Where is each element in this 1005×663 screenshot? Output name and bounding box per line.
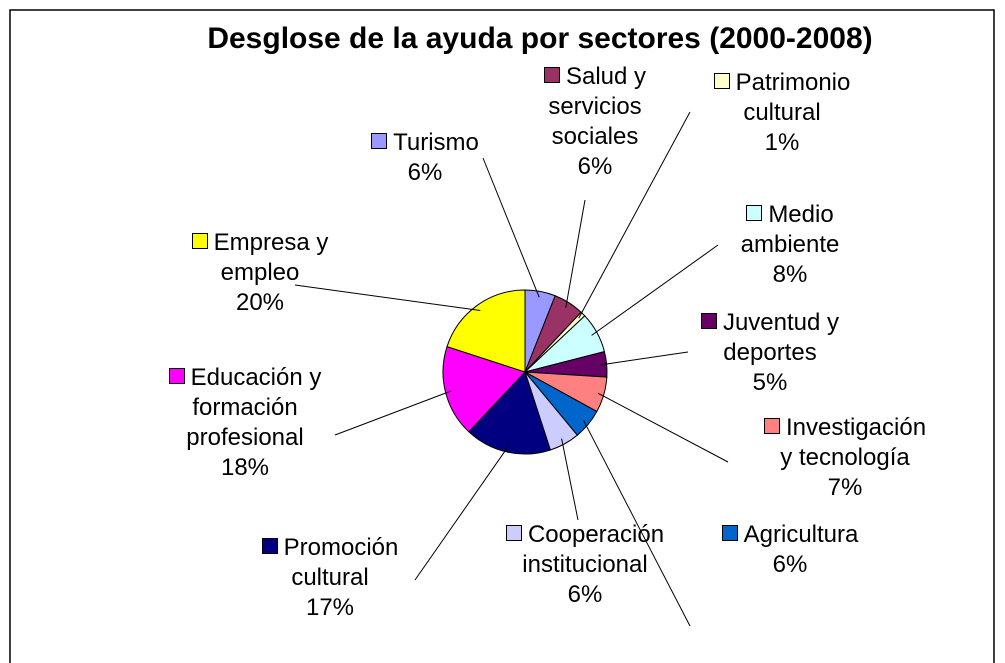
pie-slice bbox=[468, 371, 551, 455]
slice-label: Investigación y tecnología 7% bbox=[758, 413, 933, 503]
leader-line bbox=[591, 244, 719, 336]
leader-line bbox=[600, 351, 689, 366]
value-label: 6% bbox=[407, 159, 443, 186]
legend-key bbox=[191, 233, 208, 249]
leader-line bbox=[414, 445, 509, 581]
value-label: 6% bbox=[577, 153, 613, 180]
leader-line bbox=[565, 199, 586, 308]
leader-line bbox=[561, 438, 579, 521]
legend-key bbox=[168, 368, 185, 384]
slice-label: Juventud y deportes 5% bbox=[683, 308, 858, 398]
slice-label: Medio ambiente 8% bbox=[715, 200, 865, 290]
legend-key bbox=[505, 525, 522, 541]
slice-label: Turismo 6% bbox=[355, 128, 495, 188]
pie-slice bbox=[442, 346, 526, 433]
category-label: Medio ambiente bbox=[740, 201, 840, 258]
category-label: Agricultura bbox=[743, 521, 859, 548]
value-label: 1% bbox=[764, 129, 800, 156]
legend-key bbox=[746, 205, 763, 221]
legend-key bbox=[261, 538, 278, 554]
legend-key bbox=[700, 313, 717, 329]
pie-slice bbox=[446, 289, 526, 373]
leader-line bbox=[334, 390, 452, 436]
leader-line bbox=[482, 157, 540, 298]
slice-label: Promoción cultural 17% bbox=[235, 533, 425, 623]
leader-line bbox=[583, 420, 691, 627]
leader-line bbox=[597, 392, 729, 463]
value-label: 5% bbox=[752, 369, 788, 396]
leader-line bbox=[294, 284, 481, 312]
slice-label: Salud y servicios sociales 6% bbox=[525, 62, 665, 182]
category-label: Promoción cultural bbox=[283, 534, 399, 591]
legend-key bbox=[721, 525, 738, 541]
value-label: 17% bbox=[305, 594, 355, 621]
value-label: 8% bbox=[772, 261, 808, 288]
legend-key bbox=[713, 73, 730, 89]
leader-line bbox=[578, 111, 691, 319]
category-label: Turismo bbox=[393, 129, 479, 156]
legend-key bbox=[763, 418, 780, 434]
category-label: Juventud y deportes bbox=[722, 309, 840, 366]
category-label: Cooperación institucional bbox=[522, 521, 665, 578]
slice-label: Patrimonio cultural 1% bbox=[697, 68, 867, 158]
value-label: 6% bbox=[567, 581, 603, 608]
category-label: Empresa y empleo bbox=[213, 229, 329, 286]
value-label: 6% bbox=[772, 551, 808, 578]
slice-label: Cooperación institucional 6% bbox=[490, 520, 680, 610]
legend-key bbox=[371, 133, 388, 149]
value-label: 18% bbox=[220, 454, 270, 481]
legend-key bbox=[543, 67, 560, 83]
chart-title: Desglose de la ayuda por sectores (2000-… bbox=[207, 22, 873, 55]
slice-label: Empresa y empleo 20% bbox=[170, 228, 350, 318]
category-label: Educación y formación profesional bbox=[186, 364, 322, 451]
category-label: Investigación y tecnología bbox=[780, 414, 927, 471]
slice-label: Agricultura 6% bbox=[700, 520, 880, 580]
slice-label: Educación y formación profesional 18% bbox=[145, 363, 345, 483]
value-label: 20% bbox=[235, 289, 285, 316]
category-label: Patrimonio cultural bbox=[735, 69, 851, 126]
category-label: Salud y servicios sociales bbox=[548, 63, 647, 150]
value-label: 7% bbox=[827, 474, 863, 501]
